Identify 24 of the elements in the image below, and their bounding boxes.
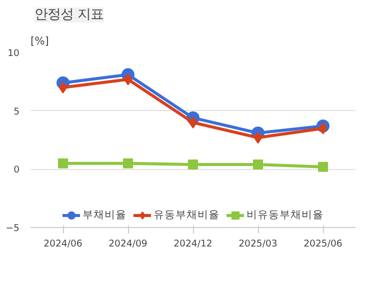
legend-label: 부채비율 xyxy=(82,208,126,222)
x-tick-label: 2025/03 xyxy=(238,238,278,250)
legend-label: 비유동부채비율 xyxy=(246,208,324,222)
y-tick-label: 0 xyxy=(14,164,20,176)
point xyxy=(58,82,68,94)
point xyxy=(58,158,68,168)
point xyxy=(124,73,132,86)
y-tick-label: 10 xyxy=(8,48,20,59)
point xyxy=(188,116,198,128)
point xyxy=(188,160,198,170)
y-axis-title: [%] xyxy=(30,34,49,48)
point xyxy=(254,132,262,144)
chart-title: 안정성 지표 xyxy=(34,8,104,22)
x-tick-label: 2024/12 xyxy=(174,238,212,250)
y-tick-label: 5 xyxy=(14,106,20,118)
legend-label: 유동부채비율 xyxy=(154,208,220,222)
x-tick-label: 2025/06 xyxy=(304,238,342,250)
point xyxy=(318,122,328,134)
x-tick-label: 2024/06 xyxy=(44,238,82,250)
point xyxy=(123,158,133,168)
y-tick-label: −5 xyxy=(6,223,20,234)
point xyxy=(253,160,263,170)
point xyxy=(318,162,328,172)
x-tick-label: 2024/09 xyxy=(108,238,148,250)
